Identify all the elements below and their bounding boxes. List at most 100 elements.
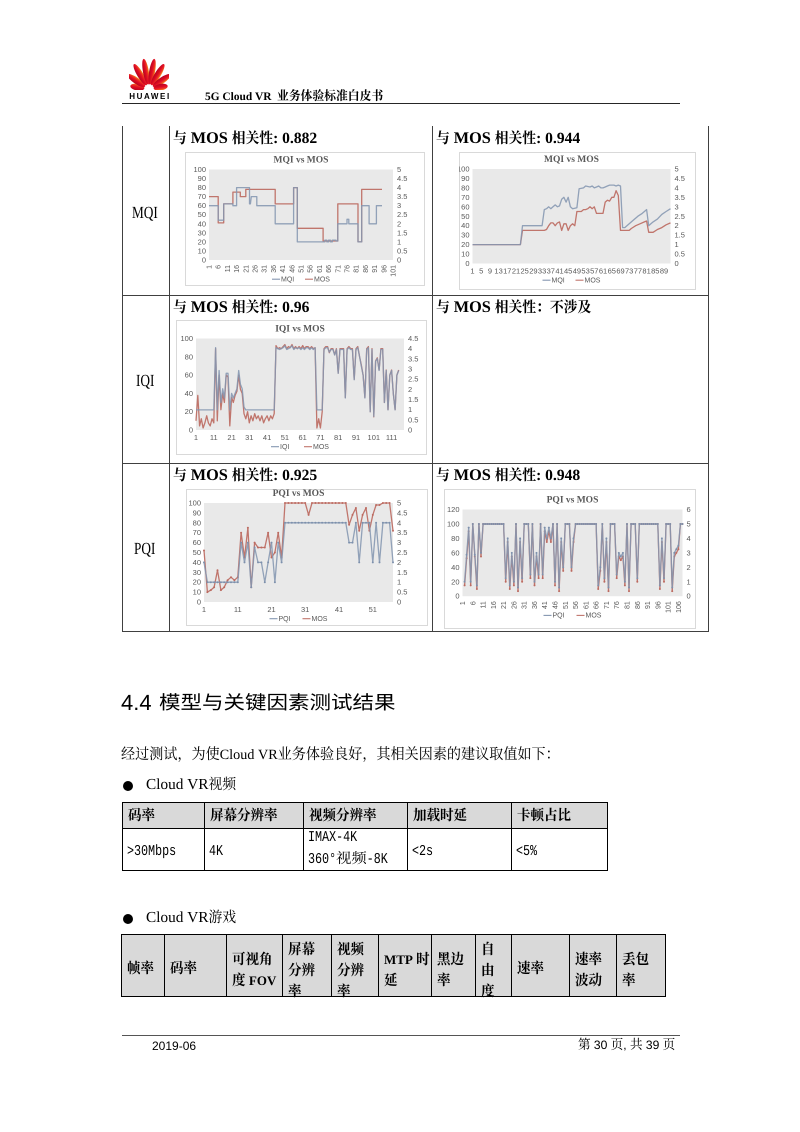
svg-text:80: 80 <box>461 183 469 192</box>
svg-text:0: 0 <box>202 256 206 265</box>
svg-text:5: 5 <box>686 519 690 528</box>
svg-text:21: 21 <box>227 433 235 442</box>
svg-text:11: 11 <box>480 601 487 608</box>
svg-text:91: 91 <box>352 433 360 442</box>
svg-text:16: 16 <box>234 265 241 273</box>
svg-text:MOS: MOS <box>585 612 601 619</box>
svg-text:30: 30 <box>461 231 469 240</box>
svg-text:66: 66 <box>593 601 600 609</box>
svg-text:1: 1 <box>674 240 678 249</box>
svg-text:4.5: 4.5 <box>674 174 684 183</box>
svg-text:86: 86 <box>634 601 641 609</box>
svg-text:81: 81 <box>334 433 342 442</box>
svg-text:1: 1 <box>397 578 401 587</box>
svg-text:MOS: MOS <box>314 277 330 284</box>
svg-text:71: 71 <box>316 433 324 442</box>
svg-text:IQI vs MOS: IQI vs MOS <box>275 325 325 335</box>
svg-text:61: 61 <box>317 265 324 273</box>
svg-text:31: 31 <box>262 265 269 273</box>
svg-text:4: 4 <box>674 183 678 192</box>
svg-text:60: 60 <box>198 201 206 210</box>
svg-text:0.5: 0.5 <box>397 247 407 256</box>
svg-text:6: 6 <box>470 601 477 605</box>
svg-text:20: 20 <box>461 240 469 249</box>
svg-text:50: 50 <box>198 210 206 219</box>
svg-text:60: 60 <box>193 538 201 547</box>
svg-text:60: 60 <box>451 548 459 557</box>
svg-text:3: 3 <box>674 202 678 211</box>
svg-text:41: 41 <box>280 265 287 273</box>
svg-text:PQI: PQI <box>279 616 291 623</box>
svg-text:81: 81 <box>642 267 650 276</box>
svg-text:80: 80 <box>193 518 201 527</box>
svg-text:9: 9 <box>487 267 491 276</box>
svg-text:11: 11 <box>234 605 242 614</box>
svg-text:21: 21 <box>511 267 519 276</box>
svg-text:MOS: MOS <box>584 278 600 285</box>
svg-text:33: 33 <box>537 267 545 276</box>
svg-text:41: 41 <box>542 601 549 609</box>
svg-text:73: 73 <box>625 267 633 276</box>
svg-text:2: 2 <box>686 562 690 571</box>
svg-text:40: 40 <box>451 562 459 571</box>
svg-text:96: 96 <box>655 601 662 609</box>
svg-text:4.5: 4.5 <box>397 508 407 517</box>
svg-text:MQI vs MOS: MQI vs MOS <box>274 156 329 166</box>
svg-text:0.5: 0.5 <box>408 415 418 424</box>
svg-text:30: 30 <box>198 228 206 237</box>
svg-text:1: 1 <box>460 601 467 605</box>
svg-text:46: 46 <box>289 265 296 273</box>
svg-text:100: 100 <box>180 334 193 343</box>
svg-text:2: 2 <box>397 219 401 228</box>
svg-text:100: 100 <box>193 165 206 174</box>
svg-text:53: 53 <box>581 267 589 276</box>
svg-text:65: 65 <box>607 267 615 276</box>
svg-text:40: 40 <box>193 558 201 567</box>
svg-text:49: 49 <box>572 267 580 276</box>
svg-text:11: 11 <box>210 433 218 442</box>
svg-text:2: 2 <box>397 558 401 567</box>
svg-text:111: 111 <box>386 433 397 442</box>
svg-text:MQI: MQI <box>281 277 294 284</box>
svg-text:21: 21 <box>243 265 250 273</box>
svg-text:50: 50 <box>461 212 469 221</box>
svg-text:1: 1 <box>397 237 401 246</box>
svg-text:91: 91 <box>645 601 652 609</box>
svg-text:81: 81 <box>354 265 361 273</box>
svg-text:IQI: IQI <box>280 444 289 451</box>
svg-text:90: 90 <box>193 508 201 517</box>
svg-text:4: 4 <box>408 344 412 353</box>
svg-text:13: 13 <box>494 267 502 276</box>
svg-text:6: 6 <box>216 265 223 269</box>
svg-text:MQI: MQI <box>551 278 564 285</box>
svg-text:56: 56 <box>573 601 580 609</box>
svg-text:PQI vs MOS: PQI vs MOS <box>546 495 598 505</box>
svg-text:3.5: 3.5 <box>397 528 407 537</box>
svg-text:51: 51 <box>562 601 569 609</box>
svg-text:26: 26 <box>511 601 518 609</box>
svg-text:20: 20 <box>193 578 201 587</box>
svg-text:3.5: 3.5 <box>408 354 418 363</box>
svg-text:2.5: 2.5 <box>408 375 418 384</box>
svg-text:4.5: 4.5 <box>408 334 418 343</box>
svg-text:0: 0 <box>408 426 412 435</box>
svg-text:40: 40 <box>461 221 469 230</box>
svg-text:60: 60 <box>185 371 193 380</box>
svg-text:3: 3 <box>408 365 412 374</box>
svg-text:29: 29 <box>529 267 537 276</box>
svg-text:51: 51 <box>281 433 289 442</box>
svg-text:21: 21 <box>267 605 275 614</box>
svg-text:31: 31 <box>521 601 528 609</box>
svg-text:5: 5 <box>674 165 678 174</box>
svg-text:2: 2 <box>674 221 678 230</box>
svg-text:61: 61 <box>299 433 307 442</box>
svg-text:91: 91 <box>372 265 379 273</box>
svg-text:1: 1 <box>686 577 690 586</box>
svg-text:40: 40 <box>198 219 206 228</box>
svg-text:0.5: 0.5 <box>397 588 407 597</box>
svg-text:PQI: PQI <box>552 612 564 619</box>
svg-text:4.5: 4.5 <box>397 174 407 183</box>
svg-text:3: 3 <box>397 538 401 547</box>
svg-text:56: 56 <box>308 265 315 273</box>
svg-text:10: 10 <box>198 247 206 256</box>
